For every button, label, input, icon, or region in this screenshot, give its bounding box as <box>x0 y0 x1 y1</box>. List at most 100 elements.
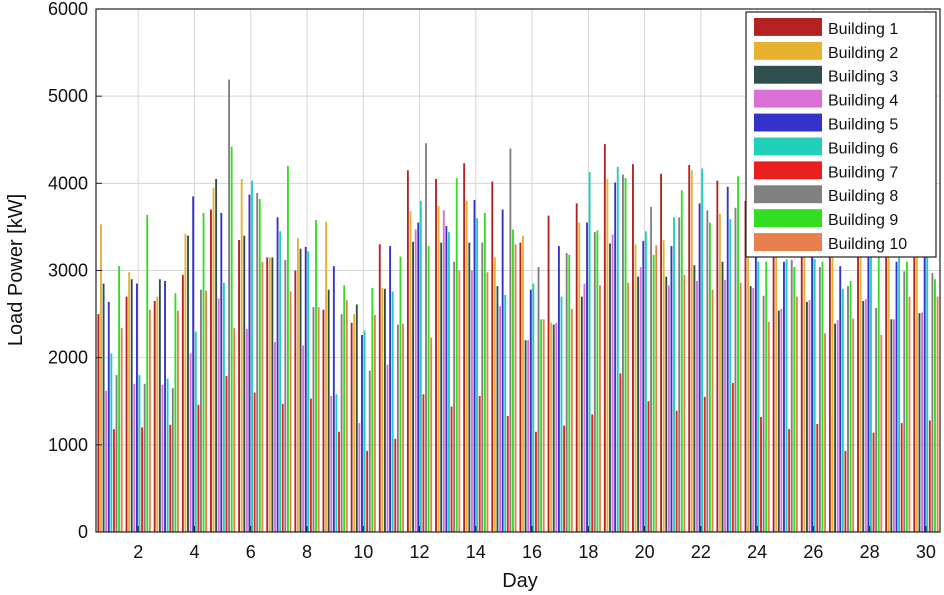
bar <box>133 383 136 532</box>
bar <box>622 174 624 532</box>
bar <box>143 383 146 532</box>
bar <box>754 226 757 532</box>
bar <box>483 212 486 532</box>
bar <box>783 261 785 532</box>
bar <box>399 256 402 532</box>
bar <box>839 266 842 532</box>
bar <box>506 416 509 532</box>
bar <box>368 370 371 532</box>
bar <box>230 146 233 532</box>
bar <box>583 283 586 532</box>
x-tick-label: 6 <box>246 542 256 562</box>
y-tick-label: 5000 <box>48 86 88 106</box>
bar <box>205 290 208 532</box>
bar <box>808 300 811 532</box>
bar <box>767 321 770 532</box>
bar <box>330 396 333 532</box>
bar <box>353 314 356 532</box>
bar <box>115 375 118 532</box>
bar <box>240 178 243 532</box>
bar <box>811 235 814 532</box>
bar <box>849 280 852 532</box>
bar <box>148 309 151 532</box>
bar <box>606 178 609 532</box>
bar <box>302 345 305 532</box>
bar <box>616 166 619 532</box>
bar <box>831 209 834 532</box>
bar <box>870 230 872 533</box>
legend-swatch <box>754 161 822 180</box>
bar <box>256 192 259 532</box>
bar <box>217 298 220 532</box>
bar <box>202 212 205 532</box>
bar <box>177 310 179 532</box>
x-tick-label: 4 <box>189 542 199 562</box>
bar <box>765 261 768 532</box>
bar <box>332 266 335 532</box>
bar <box>864 299 867 532</box>
bar <box>923 246 926 532</box>
bar <box>493 257 496 532</box>
bar <box>414 229 417 532</box>
bar <box>169 424 172 532</box>
bar <box>639 267 642 532</box>
legend-entry-label: Building 9 <box>828 212 898 229</box>
bar <box>363 330 366 532</box>
bar <box>361 335 363 532</box>
bar <box>445 226 448 533</box>
bar <box>406 170 409 532</box>
bar <box>575 203 578 533</box>
y-tick-label: 6000 <box>48 0 88 19</box>
legend-entry-label: Building 3 <box>828 69 898 86</box>
bar <box>519 242 522 532</box>
bar <box>885 218 888 532</box>
bar <box>540 319 543 532</box>
bar <box>890 319 893 532</box>
bar <box>440 242 443 532</box>
bar <box>394 438 397 532</box>
legend-swatch <box>754 41 822 60</box>
bar <box>913 221 916 533</box>
legend-entry-label: Building 10 <box>828 236 907 253</box>
bar <box>841 288 844 532</box>
bars <box>97 79 939 533</box>
bar <box>335 394 338 532</box>
legend-swatch <box>754 18 822 36</box>
bar <box>760 416 762 532</box>
bar <box>934 279 936 532</box>
bar <box>171 388 174 532</box>
bar <box>586 222 588 532</box>
bar <box>243 235 246 532</box>
x-tick-label: 22 <box>691 542 711 562</box>
bar <box>729 219 732 533</box>
bar <box>660 173 663 532</box>
bar <box>383 288 386 532</box>
bar <box>381 287 384 532</box>
bar <box>726 186 729 532</box>
bar <box>215 178 218 532</box>
bar <box>698 203 701 533</box>
bar <box>609 243 611 532</box>
bar <box>818 267 821 532</box>
bar <box>892 319 895 532</box>
bar <box>867 241 870 533</box>
bar <box>816 423 819 532</box>
bar <box>903 271 906 532</box>
bar <box>412 241 414 533</box>
bar <box>279 231 282 532</box>
bar <box>599 285 601 532</box>
bar <box>683 274 686 532</box>
bar <box>212 187 215 533</box>
legend-entry-label: Building 7 <box>828 164 898 181</box>
bar <box>662 239 665 532</box>
bar <box>898 253 901 533</box>
bar <box>430 337 433 532</box>
bar <box>125 296 128 532</box>
bar <box>187 235 189 532</box>
bar <box>450 406 453 532</box>
bar <box>650 206 653 532</box>
bar <box>422 394 425 532</box>
bar <box>378 244 381 532</box>
bar <box>565 253 568 533</box>
legend-swatch <box>754 233 822 251</box>
